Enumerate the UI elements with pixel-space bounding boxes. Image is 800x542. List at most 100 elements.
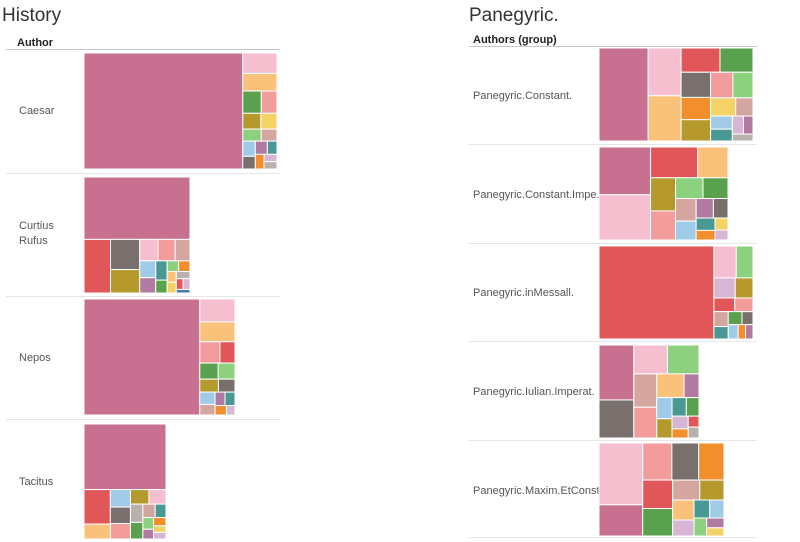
treemap-cell[interactable] xyxy=(735,97,754,117)
treemap-cell[interactable] xyxy=(710,128,733,142)
treemap-cell[interactable] xyxy=(642,442,673,481)
treemap-cell[interactable] xyxy=(675,177,704,200)
treemap-cell[interactable] xyxy=(633,373,658,408)
treemap-cell[interactable] xyxy=(672,519,695,537)
treemap-cell[interactable] xyxy=(266,140,278,155)
treemap-cell[interactable] xyxy=(242,90,262,114)
treemap-cell[interactable] xyxy=(139,260,157,279)
treemap-cell[interactable] xyxy=(129,503,144,523)
treemap-cell[interactable] xyxy=(260,90,278,114)
treemap-cell[interactable] xyxy=(671,428,689,439)
treemap-cell[interactable] xyxy=(260,128,278,142)
treemap-cell[interactable] xyxy=(175,288,191,294)
treemap-cell[interactable] xyxy=(671,415,689,430)
treemap-cell[interactable] xyxy=(224,391,236,407)
treemap-cell[interactable] xyxy=(175,271,191,280)
treemap-cell[interactable] xyxy=(650,146,699,179)
treemap-cell[interactable] xyxy=(166,271,177,283)
treemap-cell[interactable] xyxy=(182,278,191,290)
treemap-cell[interactable] xyxy=(731,133,754,142)
treemap-cell[interactable] xyxy=(263,161,278,170)
treemap-cell[interactable] xyxy=(731,115,744,135)
treemap-cell[interactable] xyxy=(242,52,278,74)
treemap-cell[interactable] xyxy=(642,479,674,510)
treemap-cell[interactable] xyxy=(142,503,156,519)
treemap-cell[interactable] xyxy=(650,177,677,212)
treemap-cell[interactable] xyxy=(166,281,177,294)
treemap-cell[interactable] xyxy=(734,277,754,299)
treemap-cell[interactable] xyxy=(642,508,674,537)
treemap-cell[interactable] xyxy=(219,341,236,364)
treemap-cell[interactable] xyxy=(656,397,673,420)
treemap-cell[interactable] xyxy=(741,311,754,326)
treemap-cell[interactable] xyxy=(152,517,167,527)
treemap-cell[interactable] xyxy=(735,245,754,279)
treemap-cell[interactable] xyxy=(110,269,141,294)
treemap-cell[interactable] xyxy=(699,479,725,501)
treemap-cell[interactable] xyxy=(598,399,635,439)
treemap-cell[interactable] xyxy=(745,324,754,340)
treemap-cell[interactable] xyxy=(214,405,227,416)
treemap-cell[interactable] xyxy=(697,146,729,179)
treemap-cell[interactable] xyxy=(242,72,278,92)
treemap-cell[interactable] xyxy=(672,499,695,521)
treemap-cell[interactable] xyxy=(633,406,658,439)
treemap-cell[interactable] xyxy=(680,96,712,121)
treemap-cell[interactable] xyxy=(693,499,711,519)
treemap-cell[interactable] xyxy=(675,220,697,241)
treemap-cell[interactable] xyxy=(178,260,191,273)
treemap-cell[interactable] xyxy=(217,362,236,380)
treemap-cell[interactable] xyxy=(129,521,144,540)
treemap-cell[interactable] xyxy=(671,442,700,481)
treemap-cell[interactable] xyxy=(647,95,682,142)
treemap-cell[interactable] xyxy=(687,415,700,428)
treemap-cell[interactable] xyxy=(598,47,649,142)
treemap-cell[interactable] xyxy=(142,517,154,530)
treemap-cell[interactable] xyxy=(199,341,221,364)
treemap-cell[interactable] xyxy=(598,344,635,401)
treemap-cell[interactable] xyxy=(139,277,157,294)
treemap-cell[interactable] xyxy=(242,112,262,130)
treemap-cell[interactable] xyxy=(713,326,729,340)
treemap-cell[interactable] xyxy=(714,229,729,241)
treemap-cell[interactable] xyxy=(254,153,265,170)
treemap-cell[interactable] xyxy=(656,418,673,439)
treemap-cell[interactable] xyxy=(174,238,191,262)
treemap-cell[interactable] xyxy=(687,426,700,439)
treemap-cell[interactable] xyxy=(742,115,754,135)
treemap-cell[interactable] xyxy=(709,499,725,519)
treemap-cell[interactable] xyxy=(734,297,754,313)
treemap-cell[interactable] xyxy=(152,531,167,540)
treemap-cell[interactable] xyxy=(737,324,747,340)
treemap-cell[interactable] xyxy=(260,112,278,130)
treemap-cell[interactable] xyxy=(695,229,716,241)
treemap-cell[interactable] xyxy=(109,523,131,540)
treemap-cell[interactable] xyxy=(671,397,687,417)
treemap-cell[interactable] xyxy=(598,442,644,506)
treemap-cell[interactable] xyxy=(242,140,256,157)
treemap-cell[interactable] xyxy=(706,517,725,529)
treemap-cell[interactable] xyxy=(710,71,734,99)
treemap-cell[interactable] xyxy=(254,140,268,155)
treemap-cell[interactable] xyxy=(83,176,191,240)
treemap-cell[interactable] xyxy=(152,525,167,533)
treemap-cell[interactable] xyxy=(713,245,737,279)
treemap-cell[interactable] xyxy=(693,517,708,537)
treemap-cell[interactable] xyxy=(199,391,216,405)
treemap-cell[interactable] xyxy=(263,153,278,163)
treemap-cell[interactable] xyxy=(719,47,754,73)
treemap-cell[interactable] xyxy=(217,378,236,393)
treemap-cell[interactable] xyxy=(83,423,167,491)
treemap-cell[interactable] xyxy=(199,403,216,416)
treemap-cell[interactable] xyxy=(129,489,150,505)
treemap-cell[interactable] xyxy=(712,198,729,219)
treemap-cell[interactable] xyxy=(702,177,729,200)
treemap-cell[interactable] xyxy=(695,198,714,219)
treemap-cell[interactable] xyxy=(698,442,725,481)
treemap-cell[interactable] xyxy=(680,71,712,98)
treemap-cell[interactable] xyxy=(714,217,729,231)
treemap-cell[interactable] xyxy=(214,391,226,407)
treemap-cell[interactable] xyxy=(83,489,111,525)
treemap-cell[interactable] xyxy=(199,378,219,393)
treemap-cell[interactable] xyxy=(199,298,236,323)
